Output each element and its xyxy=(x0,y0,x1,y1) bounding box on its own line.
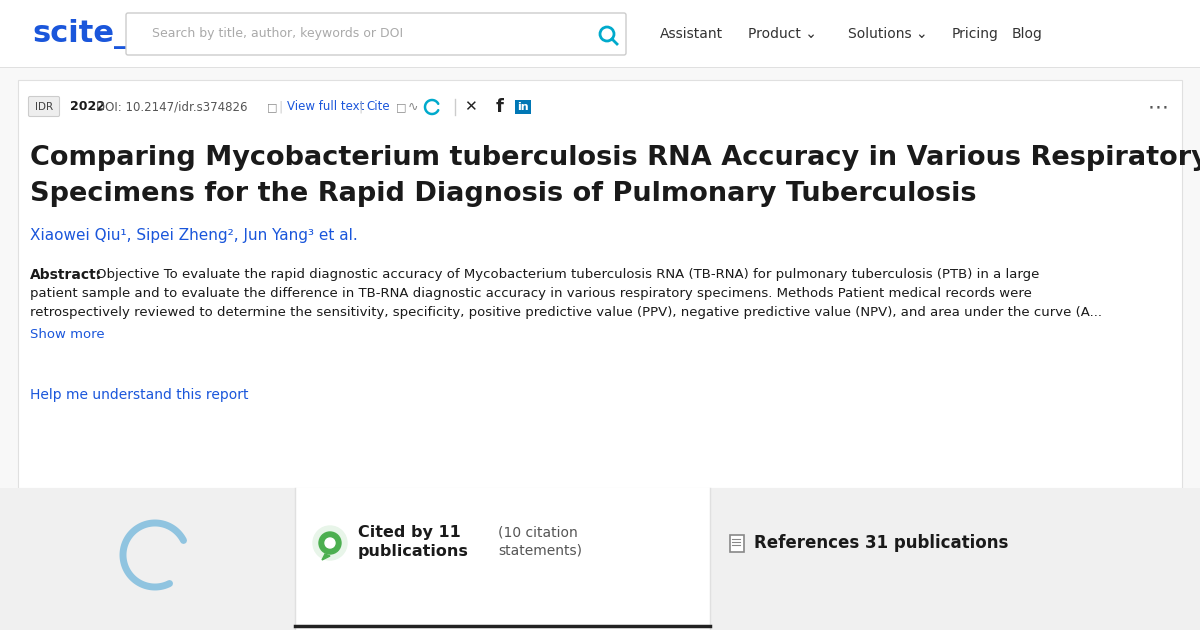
Bar xyxy=(515,100,530,114)
Text: Xiaowei Qiu¹, Sipei Zheng², Jun Yang³ et al.: Xiaowei Qiu¹, Sipei Zheng², Jun Yang³ et… xyxy=(30,228,358,243)
Text: DOI: 10.2147/idr.s374826: DOI: 10.2147/idr.s374826 xyxy=(96,101,247,113)
Bar xyxy=(730,535,744,552)
Bar xyxy=(0,0,1200,68)
Text: Assistant: Assistant xyxy=(660,27,724,41)
Text: References 31 publications: References 31 publications xyxy=(754,534,1008,552)
Circle shape xyxy=(313,526,347,560)
Text: Abstract:: Abstract: xyxy=(30,268,102,282)
Text: patient sample and to evaluate the difference in TB-RNA diagnostic accuracy in v: patient sample and to evaluate the diffe… xyxy=(30,287,1032,300)
Text: ✕: ✕ xyxy=(463,100,476,115)
Text: Comparing Mycobacterium tuberculosis RNA Accuracy in Various Respiratory: Comparing Mycobacterium tuberculosis RNA… xyxy=(30,145,1200,171)
Bar xyxy=(18,80,1182,488)
Text: statements): statements) xyxy=(498,544,582,558)
Bar xyxy=(295,488,710,630)
Text: scite_: scite_ xyxy=(32,19,130,49)
Circle shape xyxy=(319,532,341,554)
Text: Product ⌄: Product ⌄ xyxy=(748,27,817,41)
Text: Pricing: Pricing xyxy=(952,27,998,41)
Text: Objective To evaluate the rapid diagnostic accuracy of Mycobacterium tuberculosi: Objective To evaluate the rapid diagnost… xyxy=(96,268,1039,281)
Text: □: □ xyxy=(266,102,277,112)
Text: |: | xyxy=(358,101,362,113)
Text: (10 citation: (10 citation xyxy=(498,525,577,539)
Text: □: □ xyxy=(396,102,407,112)
Text: in: in xyxy=(517,102,529,112)
Text: Specimens for the Rapid Diagnosis of Pulmonary Tuberculosis: Specimens for the Rapid Diagnosis of Pul… xyxy=(30,181,977,207)
Text: Show more: Show more xyxy=(30,328,104,341)
FancyBboxPatch shape xyxy=(29,96,60,117)
FancyBboxPatch shape xyxy=(126,13,626,55)
Text: IDR: IDR xyxy=(35,102,53,112)
Text: Search by title, author, keywords or DOI: Search by title, author, keywords or DOI xyxy=(152,28,403,40)
Text: ⋯: ⋯ xyxy=(1147,97,1168,117)
Circle shape xyxy=(325,538,335,548)
Text: Blog: Blog xyxy=(1012,27,1043,41)
Text: Help me understand this report: Help me understand this report xyxy=(30,388,248,402)
Text: publications: publications xyxy=(358,544,469,559)
Text: View full text: View full text xyxy=(287,101,365,113)
Text: retrospectively reviewed to determine the sensitivity, specificity, positive pre: retrospectively reviewed to determine th… xyxy=(30,306,1102,319)
Text: Cite: Cite xyxy=(366,101,390,113)
Text: 2022: 2022 xyxy=(70,101,106,113)
Text: ∿: ∿ xyxy=(408,101,419,113)
Bar xyxy=(0,67,1200,68)
Text: f: f xyxy=(496,98,504,116)
Bar xyxy=(710,488,1200,630)
Bar xyxy=(0,488,1200,630)
Bar xyxy=(0,68,1200,630)
Text: Solutions ⌄: Solutions ⌄ xyxy=(848,27,928,41)
Text: Cited by 11: Cited by 11 xyxy=(358,525,461,540)
Text: |: | xyxy=(278,101,282,113)
Polygon shape xyxy=(322,554,330,560)
